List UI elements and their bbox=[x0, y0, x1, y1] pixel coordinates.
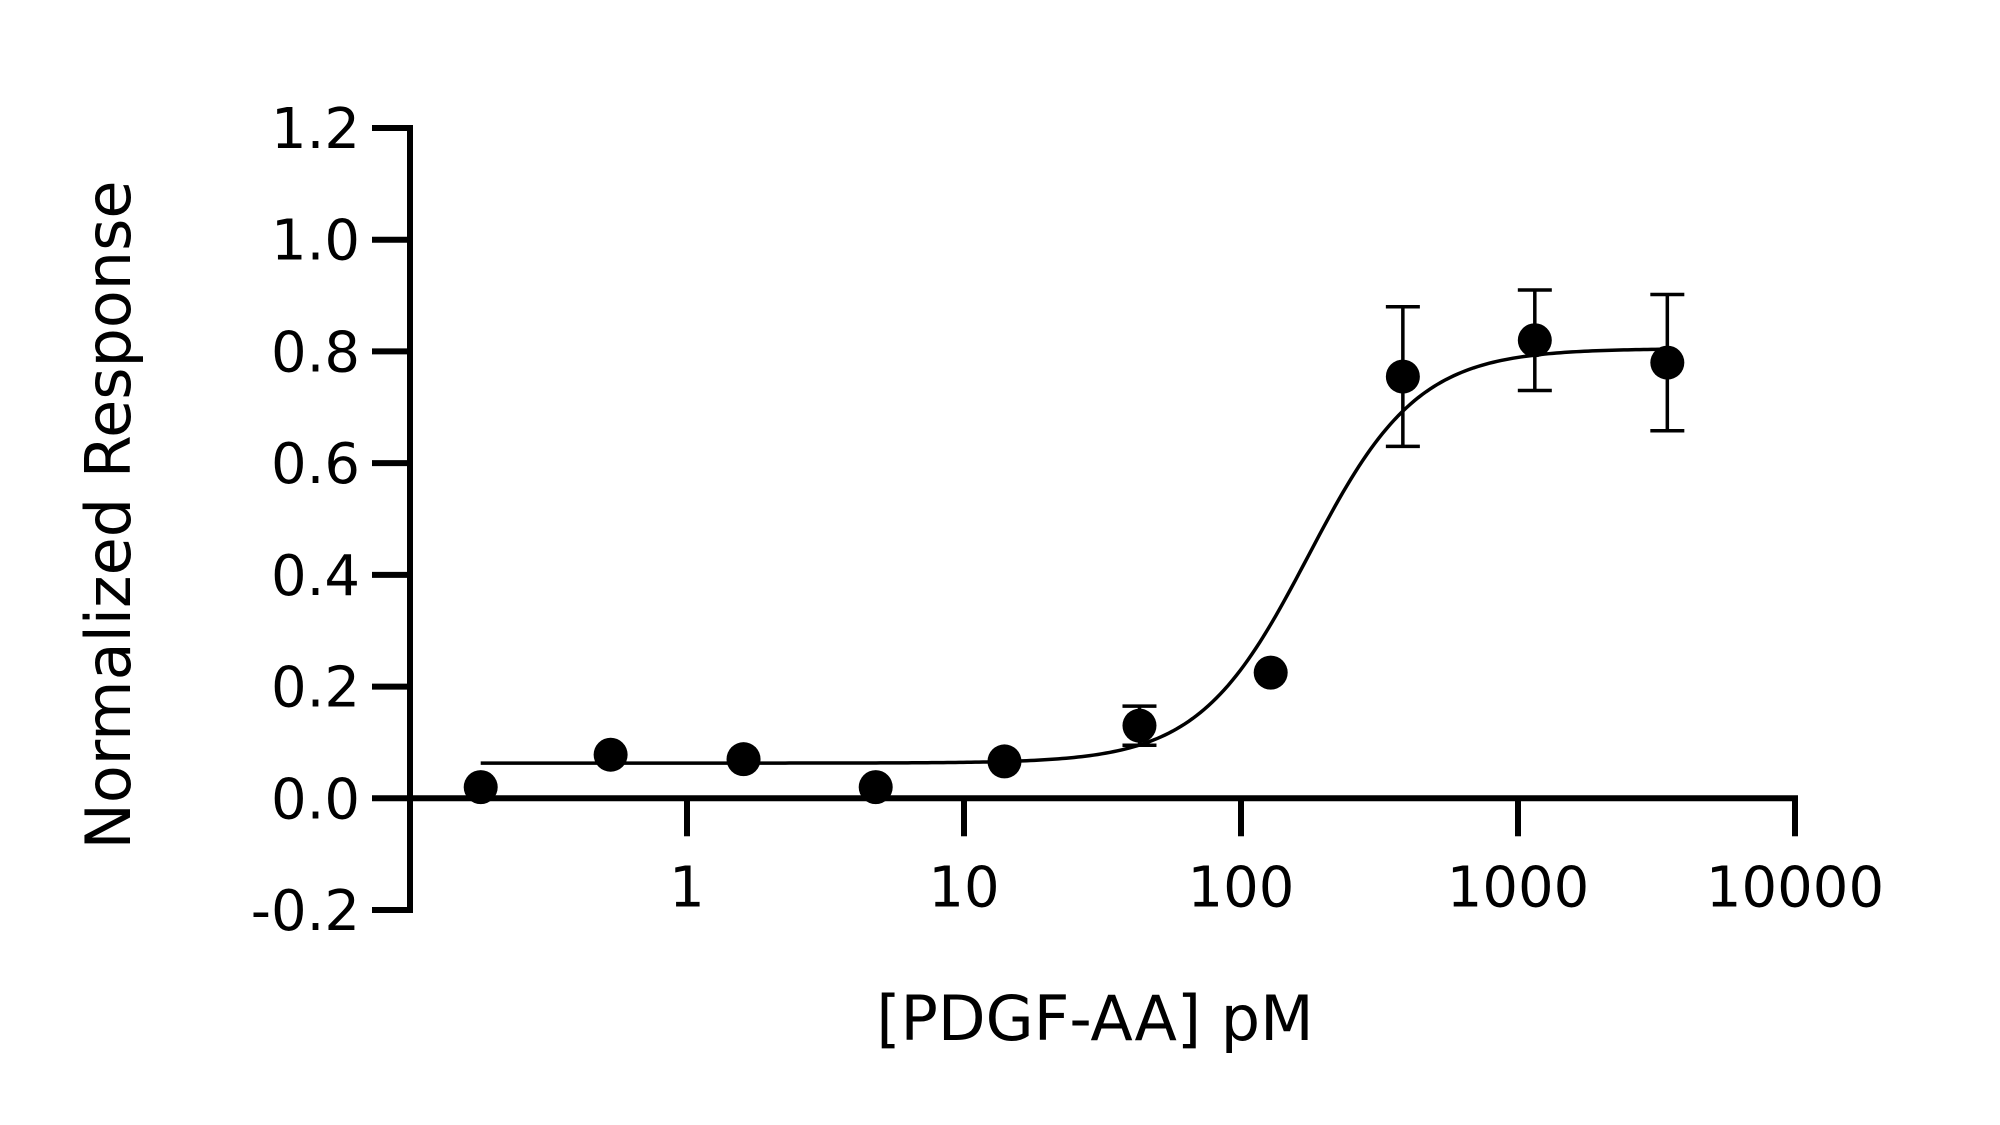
y-tick-label: 0.0 bbox=[271, 767, 360, 832]
data-point bbox=[726, 742, 761, 777]
y-tick-label: 0.2 bbox=[271, 656, 360, 721]
x-tick-label: 1 bbox=[669, 855, 705, 920]
x-axis-title: [PDGF-AA] pM bbox=[876, 982, 1313, 1055]
data-point bbox=[463, 770, 498, 805]
y-tick-label: 0.6 bbox=[271, 432, 360, 497]
data-points-layer bbox=[463, 323, 1685, 805]
data-point bbox=[593, 737, 628, 772]
data-point bbox=[1517, 323, 1552, 358]
data-point bbox=[1650, 345, 1685, 380]
y-tick-label: 0.4 bbox=[271, 544, 360, 609]
y-tick-label: 1.0 bbox=[271, 209, 360, 274]
axes bbox=[372, 125, 1798, 913]
y-tick-label: 1.2 bbox=[271, 97, 360, 162]
y-axis-title: Normalized Response bbox=[72, 180, 145, 849]
y-tick-label: -0.2 bbox=[251, 879, 360, 944]
data-point bbox=[1385, 359, 1420, 394]
data-point bbox=[858, 770, 893, 805]
data-point bbox=[987, 744, 1022, 779]
data-point bbox=[1253, 655, 1288, 690]
x-tick-label: 10 bbox=[928, 855, 999, 920]
y-tick-label: 0.8 bbox=[271, 320, 360, 385]
x-tick-label: 10000 bbox=[1706, 855, 1884, 920]
fit-curve-layer bbox=[480, 347, 1668, 765]
x-tick-label: 1000 bbox=[1447, 855, 1590, 920]
error-bars-layer bbox=[1122, 288, 1685, 747]
fit-curve bbox=[480, 347, 1668, 765]
tick-labels-layer: -0.2 0.0 0.2 0.4 0.6 0.8 1.0 1.2 1 10 100 1000 10000 bbox=[251, 97, 1884, 944]
data-point bbox=[1122, 708, 1157, 743]
x-tick-label: 100 bbox=[1188, 855, 1295, 920]
